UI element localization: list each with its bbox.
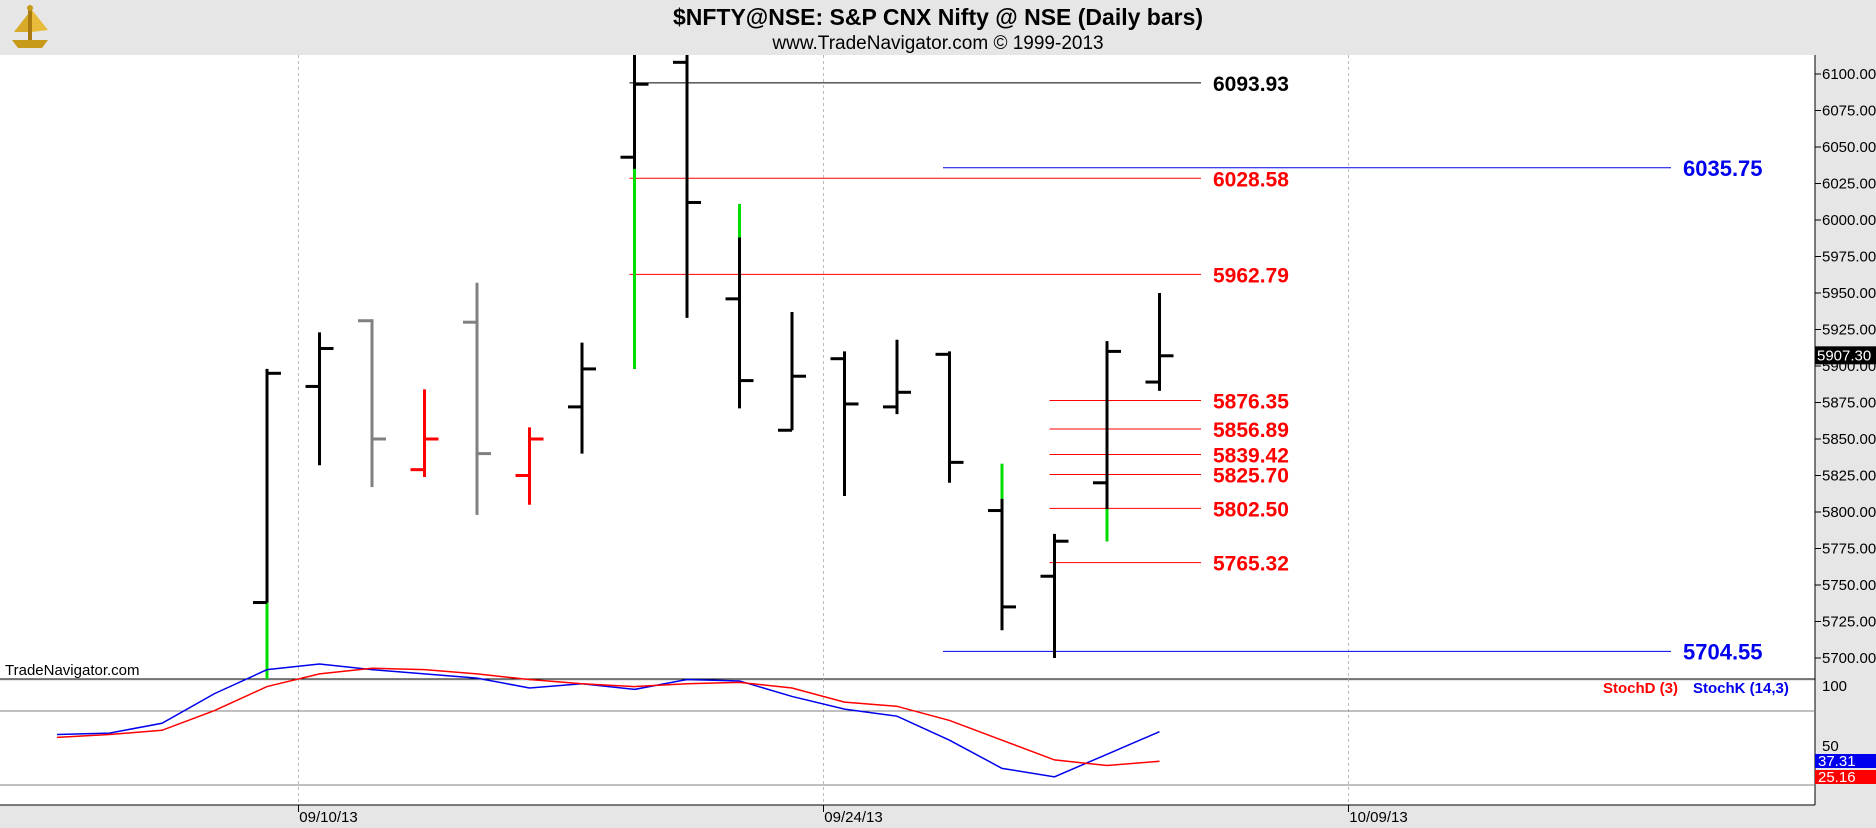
- price-tick-label: 5725.00: [1822, 614, 1876, 631]
- watermark: TradeNavigator.com: [5, 662, 140, 679]
- ohlc-bar: [725, 203, 754, 409]
- price-tick-label: 6025.00: [1822, 176, 1876, 193]
- price-tick-label: 5700.00: [1822, 650, 1876, 667]
- price-tick-label: 6000.00: [1822, 212, 1876, 229]
- date-axis: 09/10/13 09/24/13 10/09/13: [298, 805, 1408, 826]
- price-tick-label: 5850.00: [1822, 431, 1876, 448]
- ohlc-bar: [830, 351, 859, 496]
- stoch-d-line: [56, 667, 1160, 767]
- price-tick-label: 6100.00: [1822, 66, 1876, 83]
- last-price-badge: [1815, 346, 1876, 365]
- price-bars: [253, 55, 1174, 679]
- price-tick-label: 6075.00: [1822, 103, 1876, 120]
- chart-title: $NFTY@NSE: S&P CNX Nifty @ NSE (Daily ba…: [673, 4, 1203, 30]
- stoch-k-line: [56, 663, 1160, 778]
- price-axis: 5700.00 5725.00 5750.00 5775.00 5800.00 5825.…: [1815, 66, 1876, 667]
- ohlc-bar: [1145, 293, 1174, 391]
- price-tick-label: 5800.00: [1822, 504, 1876, 521]
- price-tick-label: 5775.00: [1822, 541, 1876, 558]
- level-label: 5825.70: [1213, 464, 1289, 487]
- level-label: 5856.89: [1213, 419, 1289, 442]
- level-label: 5839.42: [1213, 444, 1289, 467]
- price-tick-label: 5975.00: [1822, 249, 1876, 266]
- stoch-k-value: 37.31: [1818, 753, 1856, 770]
- price-tick-label: 5950.00: [1822, 285, 1876, 302]
- date-tick-label: 09/24/13: [824, 809, 882, 826]
- price-panel: [0, 55, 1815, 679]
- stoch-k-badge: [1815, 754, 1876, 768]
- price-tick-label: 5925.00: [1822, 322, 1876, 339]
- stoch-tick-label: 50: [1822, 738, 1839, 755]
- ohlc-bar: [988, 463, 1016, 631]
- range-label: 5704.55: [1683, 639, 1763, 664]
- level-label: 6093.93: [1213, 73, 1289, 96]
- level-label: 6028.58: [1213, 168, 1289, 191]
- ohlc-bar: [620, 55, 649, 369]
- grid: [298, 55, 1349, 805]
- chart-subtitle: www.TradeNavigator.com © 1999-2013: [771, 33, 1103, 54]
- legend-stoch-d: StochD (3): [1603, 680, 1678, 697]
- ohlc-bar: [935, 351, 964, 483]
- level-label: 5876.35: [1213, 391, 1289, 414]
- navigator-ship-icon: [12, 5, 48, 48]
- legend-stoch-k: StochK (14,3): [1693, 680, 1789, 697]
- ohlc-bar: [568, 342, 596, 454]
- price-tick-label: 5875.00: [1822, 395, 1876, 412]
- ohlc-bar: [515, 427, 544, 505]
- stoch-d-badge: [1815, 770, 1876, 784]
- ohlc-bar: [1093, 341, 1121, 542]
- ohlc-bar: [253, 368, 281, 679]
- ohlc-bar: [410, 389, 439, 477]
- stoch-panel: [0, 681, 1815, 805]
- level-lines: 6093.93 6028.58 5962.79 5876.35 5856.895839.…: [629, 73, 1763, 664]
- price-tick-label: 6050.00: [1822, 139, 1876, 156]
- level-label: 5962.79: [1213, 264, 1289, 287]
- ohlc-bar: [778, 311, 806, 432]
- stoch-d-value: 25.16: [1818, 769, 1856, 786]
- ohlc-bar: [883, 339, 911, 415]
- level-label: 5802.50: [1213, 498, 1289, 521]
- ohlc-bar: [673, 55, 701, 318]
- level-label: 5765.32: [1213, 553, 1289, 576]
- stoch-tick-label: 100: [1822, 678, 1847, 695]
- price-tick-label: 5750.00: [1822, 577, 1876, 594]
- price-tick-label: 5825.00: [1822, 468, 1876, 485]
- date-tick-label: 10/09/13: [1349, 809, 1407, 826]
- ohlc-bar: [463, 282, 491, 515]
- ohlc-bar: [305, 332, 334, 466]
- ohlc-bar: [358, 319, 386, 488]
- ohlc-bar: [1040, 533, 1069, 658]
- range-label: 6035.75: [1683, 156, 1763, 181]
- last-price-label: 5907.30: [1817, 347, 1871, 364]
- date-tick-label: 09/10/13: [299, 809, 357, 826]
